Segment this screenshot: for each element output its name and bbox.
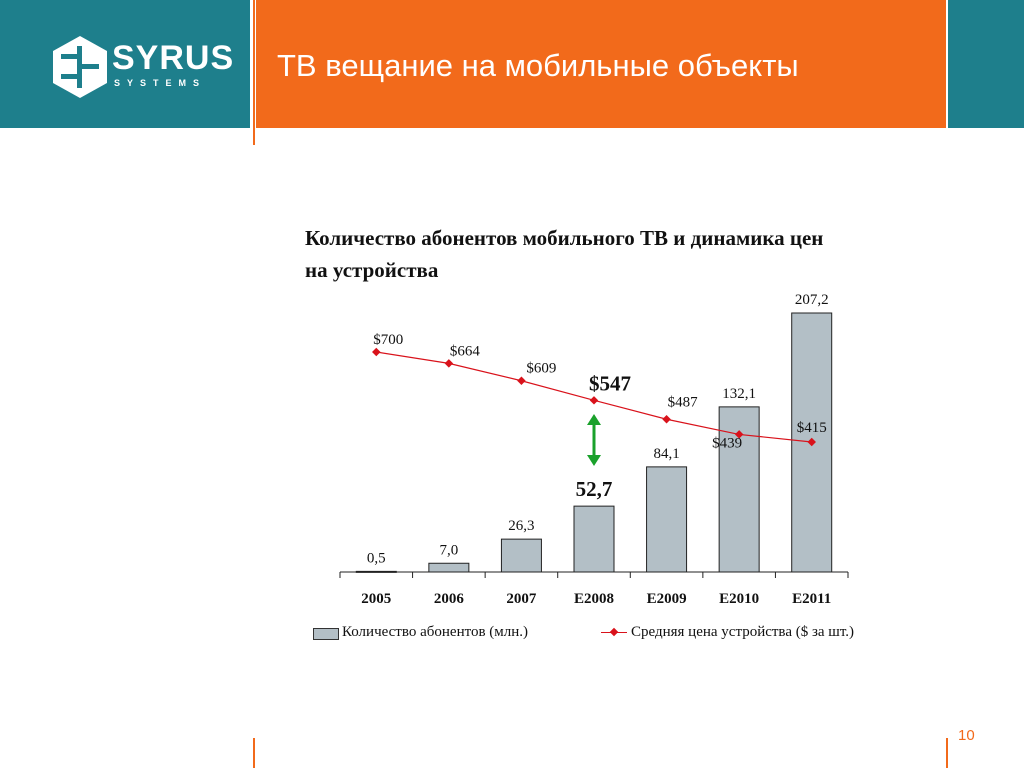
bar-label-E2009: 84,1: [653, 446, 679, 462]
price-label-2006: $664: [450, 343, 481, 359]
highlight-arrow-down-icon: [587, 455, 601, 466]
price-label-E2009: $487: [668, 394, 699, 410]
price-point-E2010: [734, 430, 744, 439]
category-label-2007: 2007: [506, 591, 537, 607]
bar-2006: [428, 562, 470, 573]
bar-label-2006: 7,0: [439, 542, 458, 558]
price-label-E2010: $439: [712, 435, 742, 451]
header-title-panel: [256, 0, 946, 128]
header-divider: [253, 0, 255, 145]
chart-title: Количество абонентов мобильного ТВ и дин…: [305, 226, 824, 282]
page-number: 10: [958, 727, 975, 744]
bar-E2009: [646, 466, 688, 573]
footer-divider-left: [253, 738, 255, 768]
bar-label-E2011: 207,2: [795, 292, 829, 308]
category-label-2005: 2005: [361, 591, 391, 607]
legend-label-subscribers: Количество абонентов (млн.): [342, 624, 529, 640]
syrus-logo: SYRUS SYSTEMS: [50, 34, 233, 104]
category-label-E2008: E2008: [574, 591, 614, 607]
legend-label-price: Средняя цена устройства ($ за шт.): [631, 624, 855, 640]
price-label-E2008: $547: [589, 371, 631, 395]
slide-title: ТВ вещание на мобильные объекты: [277, 48, 799, 83]
logo-subtitle: SYSTEMS: [114, 78, 207, 88]
price-label-2007: $609: [526, 361, 556, 377]
bar-label-2007: 26,3: [508, 518, 534, 534]
syrus-emblem-icon: [53, 36, 107, 98]
header-logo-panel: SYRUS SYSTEMS: [0, 0, 250, 128]
price-point-2005: [372, 347, 381, 357]
price-label-E2011: $415: [797, 420, 827, 436]
price-point-2006: [444, 359, 454, 368]
logo-name: SYRUS: [112, 39, 235, 77]
price-point-E2008: [589, 396, 599, 405]
price-point-2007: [517, 376, 526, 385]
category-label-2006: 2006: [434, 591, 465, 607]
header-right-panel: [948, 0, 1024, 128]
category-label-E2009: E2009: [647, 591, 687, 607]
category-label-E2010: E2010: [719, 591, 759, 607]
footer-divider-right: [946, 738, 948, 768]
bar-label-E2008: 52,7: [576, 477, 613, 501]
legend-bar-swatch: [313, 628, 339, 640]
bar-2007: [500, 538, 542, 573]
highlight-arrow-up-icon: [587, 414, 601, 425]
bar-label-E2010: 132,1: [722, 386, 756, 402]
category-label-E2011: E2011: [792, 591, 831, 607]
bar-E2008: [573, 505, 615, 573]
bar-label-2005: 0,5: [367, 550, 386, 566]
price-label-2005: $700: [373, 332, 403, 348]
price-point-E2011: [807, 437, 816, 447]
price-point-E2009: [662, 415, 671, 424]
